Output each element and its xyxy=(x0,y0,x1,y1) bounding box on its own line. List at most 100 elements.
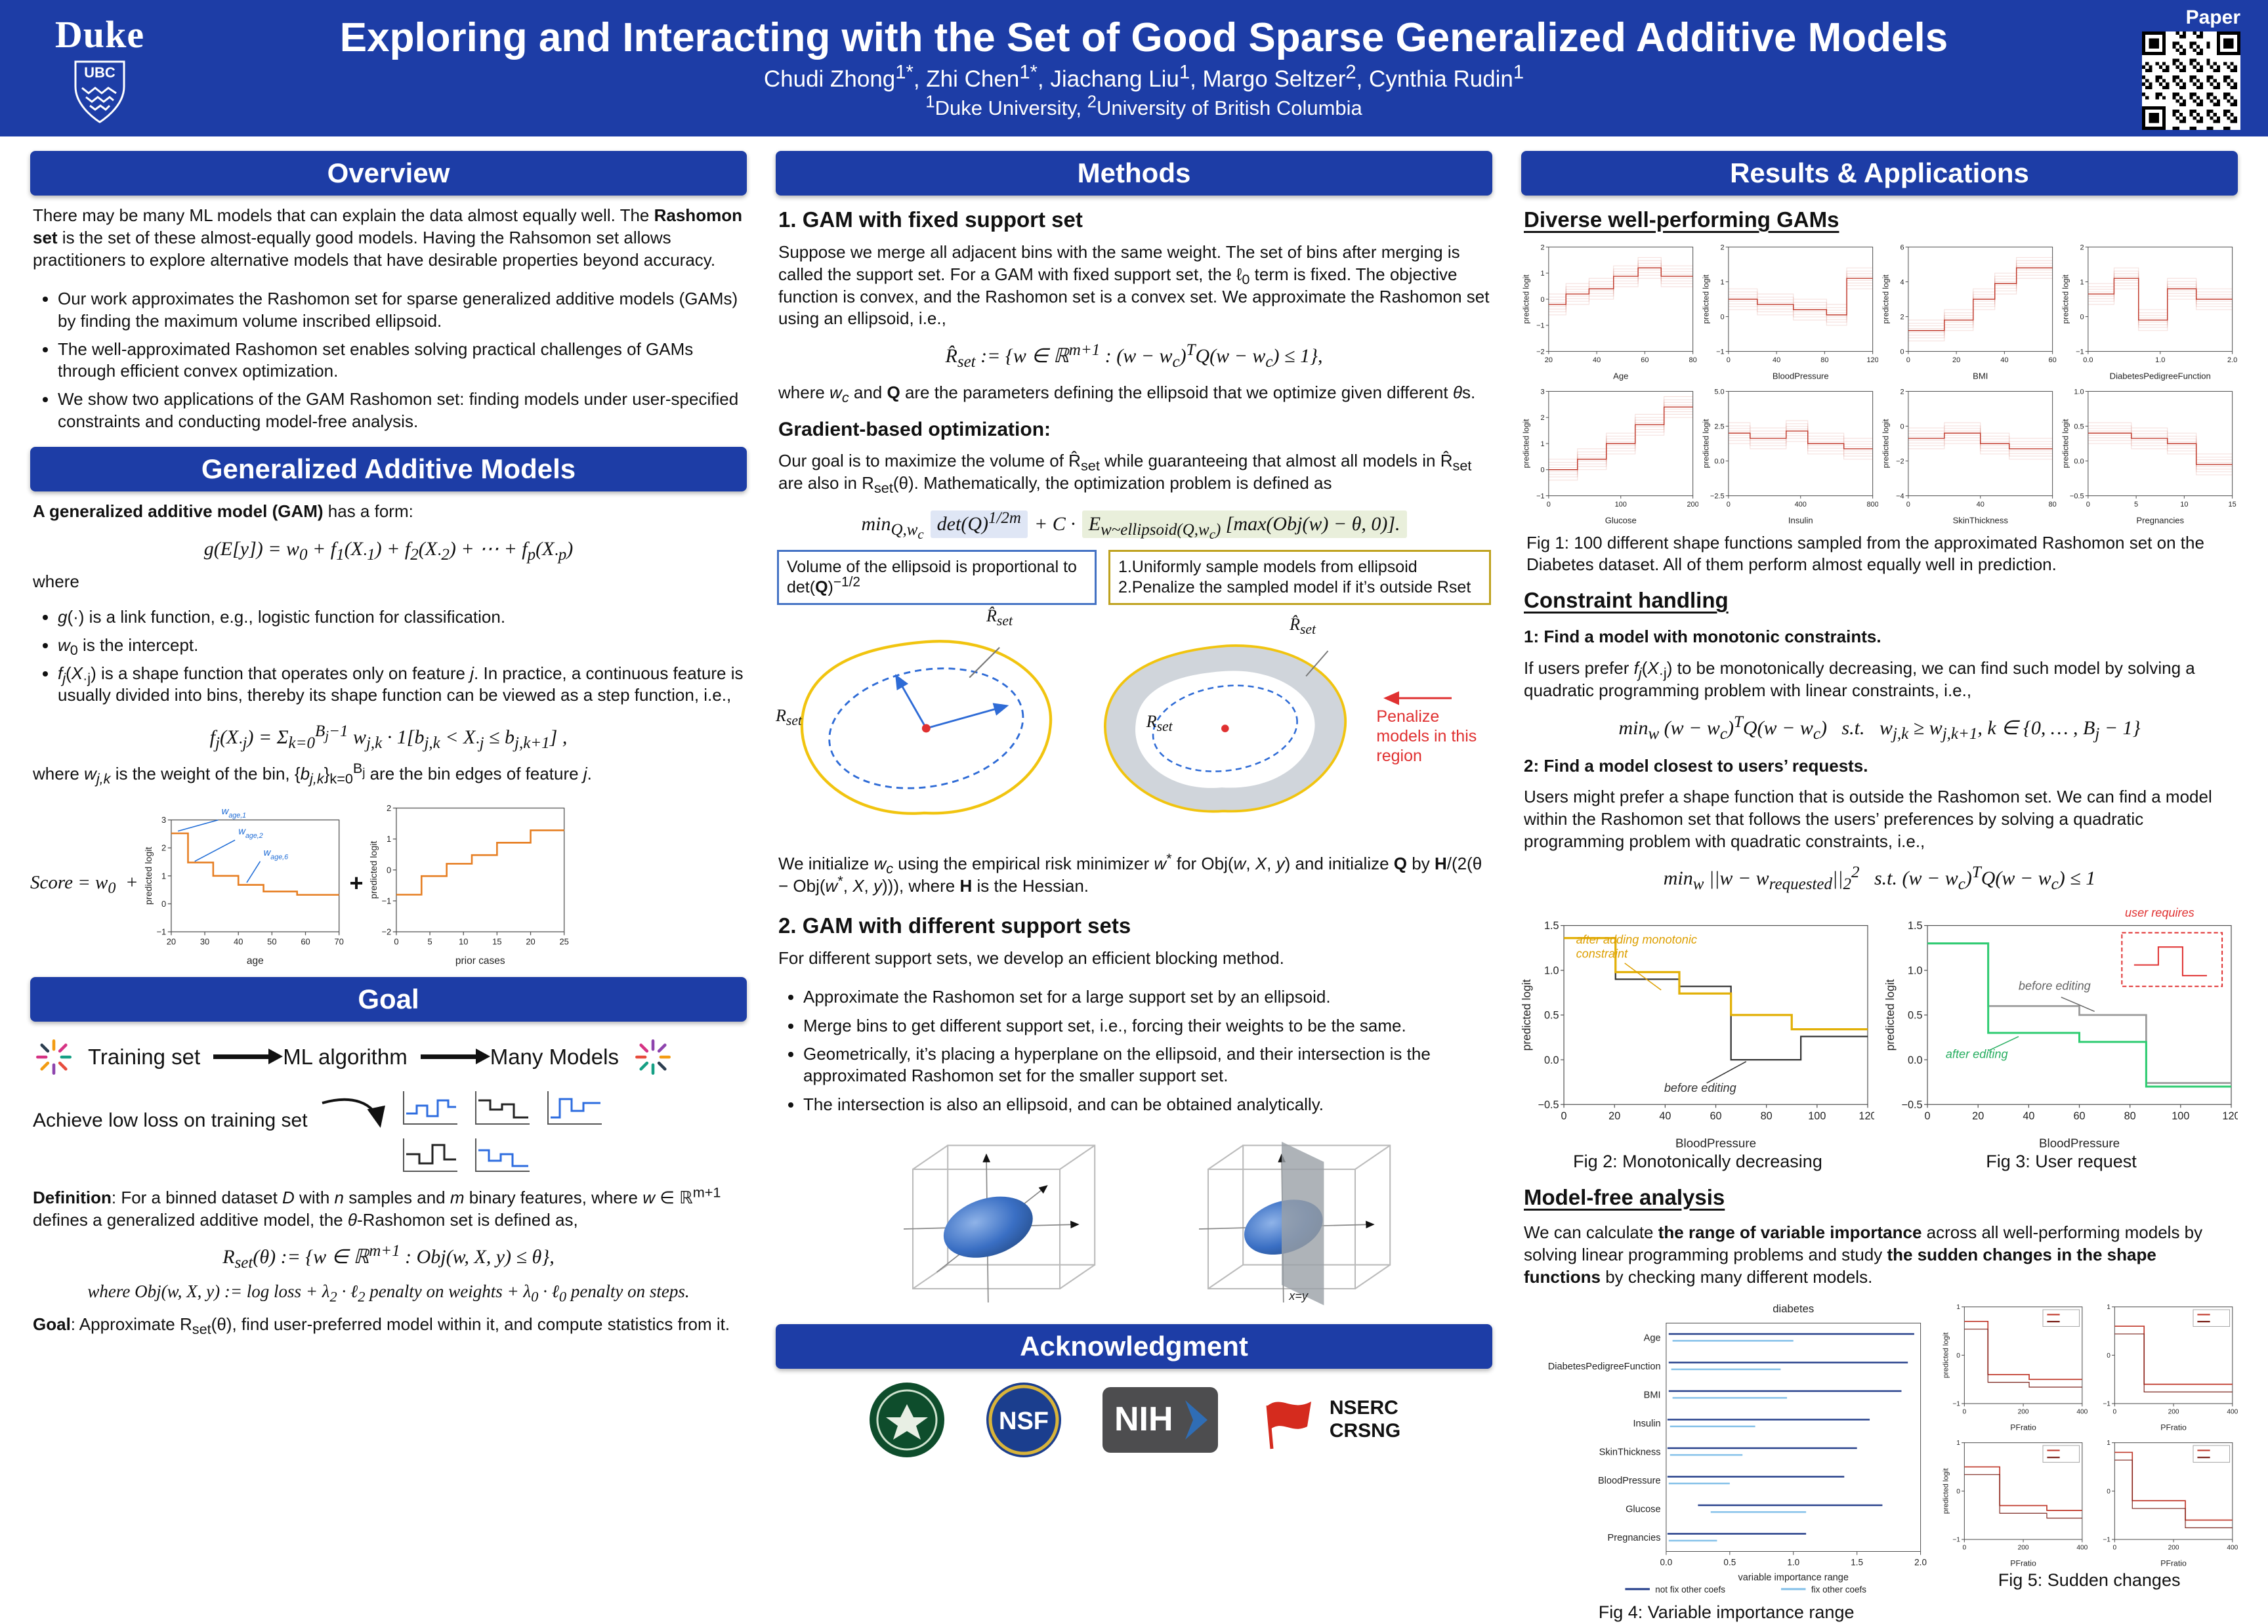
svg-text:20: 20 xyxy=(1972,1110,1984,1122)
goal-statement: Goal: Approximate Rset(θ), find user-pre… xyxy=(33,1314,730,1338)
sampling-note-line1: 1.Uniformly sample models from ellipsoid xyxy=(1118,557,1418,576)
duke-logo: Duke xyxy=(54,12,145,56)
fig5-chart-grid: 1 0 −1 0 200 400 predicted logit PFratio 1 0 −1 0 20… xyxy=(1941,1300,2238,1569)
fig1-chart-BloodPressure: 2 1 0 −1 0 40 80 120 predicted logit BloodPressur… xyxy=(1701,240,1878,382)
svg-text:DiabetesPedigreeFunction: DiabetesPedigreeFunction xyxy=(1548,1362,1661,1372)
svg-text:constraint: constraint xyxy=(1576,947,1629,960)
svg-text:PFratio: PFratio xyxy=(2160,1559,2187,1568)
equation-notes: Volume of the ellipsoid is proportional … xyxy=(777,549,1491,606)
column-left: Overview There may be many ML models tha… xyxy=(30,151,747,1624)
svg-text:200: 200 xyxy=(2168,1409,2179,1416)
svg-text:0: 0 xyxy=(1963,1409,1967,1416)
svg-text:predicted logit: predicted logit xyxy=(2061,419,2070,468)
fig1-caption: Fig 1: 100 different shape functions sam… xyxy=(1526,533,2204,574)
svg-text:0: 0 xyxy=(1540,296,1544,304)
svg-text:0: 0 xyxy=(1900,348,1904,356)
svg-text:predicted logit: predicted logit xyxy=(1521,979,1533,1051)
sponsor-logos: NSF NIH NSERC CRSNG xyxy=(776,1381,1492,1459)
svg-text:1.0: 1.0 xyxy=(2155,356,2165,364)
rhat-set-label: R̂set xyxy=(1290,615,1316,638)
svg-text:wage,1: wage,1 xyxy=(221,806,246,820)
bullet-item: g(·) is a link function, e.g., logistic … xyxy=(58,606,747,628)
svg-text:1: 1 xyxy=(2107,1304,2110,1312)
fig3-caption: Fig 3: User request xyxy=(1986,1152,2137,1172)
r-set-label: Rset xyxy=(1146,712,1173,735)
svg-text:SkinThickness: SkinThickness xyxy=(1953,515,2009,525)
svg-text:60: 60 xyxy=(2049,356,2057,364)
curved-arrow-icon xyxy=(322,1098,385,1128)
model-free-heading: Model-free analysis xyxy=(1524,1185,1725,1210)
fig1-chart-Age: 2 1 0 −1 −2 20 40 60 80 predicted logit Age xyxy=(1521,240,1698,382)
shape-function-chart-prior-cases: 2 1 0 −1 −2 0 5 10 15 20 25 predicted logit prior ca… xyxy=(368,798,571,967)
methods-ellipsoid-equation: R̂set := {w ∈ ℝm+1 : (w − wc)TQ(w − wc) … xyxy=(945,341,1323,371)
svg-text:200: 200 xyxy=(2018,1409,2029,1416)
svg-text:2: 2 xyxy=(1900,313,1904,321)
crsng-text: CRSNG xyxy=(1329,1419,1401,1442)
svg-text:Glucose: Glucose xyxy=(1626,1505,1660,1515)
step-function-doodle xyxy=(474,1138,530,1172)
gam-eq2-note: where wj,k is the weight of the bin, {bj… xyxy=(33,759,592,787)
fig3-chart: 1.5 1.0 0.5 0.0 −0.50 20 40 60 80 100 120 predicted… xyxy=(1885,904,2238,1150)
step-function-doodle xyxy=(474,1091,530,1125)
methods-s1-paragraph2: where wc and Q are the parameters defini… xyxy=(778,383,1476,406)
step-function-doodle xyxy=(402,1138,457,1172)
svg-text:variable importance range: variable importance range xyxy=(1738,1573,1849,1583)
svg-text:−1: −1 xyxy=(156,927,166,937)
starburst-icon xyxy=(36,1039,72,1075)
initialization-paragraph: We initialize wc using the empirical ris… xyxy=(778,850,1482,896)
penalize-region-diagram: R̂set Rset xyxy=(1083,615,1370,829)
svg-text:−2: −2 xyxy=(381,927,391,937)
authors-line: Chudi Zhong1*, Zhi Chen1*, Jiachang Liu1… xyxy=(763,61,1524,92)
svg-text:1: 1 xyxy=(1540,440,1544,448)
eq-min-term: minQ,wc xyxy=(861,512,924,542)
column-middle: Methods 1. GAM with fixed support set Su… xyxy=(776,151,1492,1624)
svg-text:0: 0 xyxy=(1547,500,1551,508)
svg-text:before editing: before editing xyxy=(1664,1081,1736,1094)
methods-s2-paragraph: For different support sets, we develop a… xyxy=(778,947,1284,968)
gam-score-illustration: Score = w0 + 3 2 1 0 −1 20 30 40 50 60 70 predicted… xyxy=(30,798,747,967)
svg-text:2: 2 xyxy=(1540,243,1544,251)
poster-body: Overview There may be many ML models tha… xyxy=(0,136,2268,1622)
svg-text:1: 1 xyxy=(2107,1440,2110,1447)
svg-text:25: 25 xyxy=(559,937,568,947)
fig5-chart: 1 0 −1 0 200 400 predicted logit PFratio xyxy=(1941,1300,2088,1433)
svg-text:BloodPressure: BloodPressure xyxy=(2039,1136,2120,1150)
svg-text:0.0: 0.0 xyxy=(1660,1558,1673,1568)
ubc-logo: UBC xyxy=(74,60,125,123)
svg-text:−0.5: −0.5 xyxy=(2070,492,2084,500)
gam-equation-1: g(E[y]) = w0 + f1(X·1) + f2(X·2) + ⋯ + f… xyxy=(203,537,574,564)
fig5-caption: Fig 5: Sudden changes xyxy=(1998,1570,2181,1591)
ellipsoid-diagrams: R̂set Rset R̂set Rset Penalize models xyxy=(776,606,1492,841)
paper-label: Paper xyxy=(2185,7,2240,28)
results-section-header: Results & Applications xyxy=(1521,151,2238,196)
svg-text:after adding monotonic: after adding monotonic xyxy=(1576,933,1697,946)
svg-text:predicted logit: predicted logit xyxy=(2061,274,2070,323)
goal-definition: Definition: For a binned dataset D with … xyxy=(33,1184,721,1230)
svg-text:0: 0 xyxy=(1727,356,1731,364)
fig2-caption: Fig 2: Monotonically decreasing xyxy=(1573,1152,1822,1172)
svg-text:5: 5 xyxy=(427,937,432,947)
methods-s1-paragraph: Suppose we merge all adjacent bins with … xyxy=(778,242,1490,329)
svg-text:0: 0 xyxy=(161,899,166,909)
svg-text:0.0: 0.0 xyxy=(1544,1054,1559,1066)
svg-text:−2: −2 xyxy=(1536,348,1545,356)
fig1-chart-Pregnancies: 1.0 0.5 0.0 −0.5 0 5 10 15 predicted logit Pregna… xyxy=(2061,385,2238,526)
sampling-note-line2: 2.Penalize the sampled model if it’s out… xyxy=(1118,577,1471,596)
model-free-figures: diabetes Age DiabetesPedigreeFunction BMI In… xyxy=(1521,1300,2238,1624)
svg-text:15: 15 xyxy=(2229,500,2236,508)
overview-section-header: Overview xyxy=(30,151,747,196)
qr-code xyxy=(2142,31,2240,130)
svg-text:400: 400 xyxy=(2227,1545,2238,1552)
poster-title: Exploring and Interacting with the Set o… xyxy=(339,15,1948,61)
fig1-chart-SkinThickness: 2 0 −2 −4 0 40 80 predicted logit SkinThickness xyxy=(1881,385,2058,526)
fig4-figure: diabetes Age DiabetesPedigreeFunction BMI In… xyxy=(1521,1300,1931,1624)
bullet-item: The intersection is also an ellipsoid, a… xyxy=(803,1094,1492,1115)
goal-equation-1: Rset(θ) := {w ∈ ℝm+1 : Obj(w, X, y) ≤ θ}… xyxy=(222,1242,555,1272)
svg-text:40: 40 xyxy=(1977,500,1984,508)
svg-text:50: 50 xyxy=(267,937,276,947)
svg-text:800: 800 xyxy=(1866,500,1878,508)
svg-text:−2: −2 xyxy=(1896,457,1904,465)
institution-logos: Duke UBC xyxy=(28,12,172,125)
svg-text:fix other coefs: fix other coefs xyxy=(1811,1585,1866,1594)
svg-text:−1: −1 xyxy=(381,896,391,906)
